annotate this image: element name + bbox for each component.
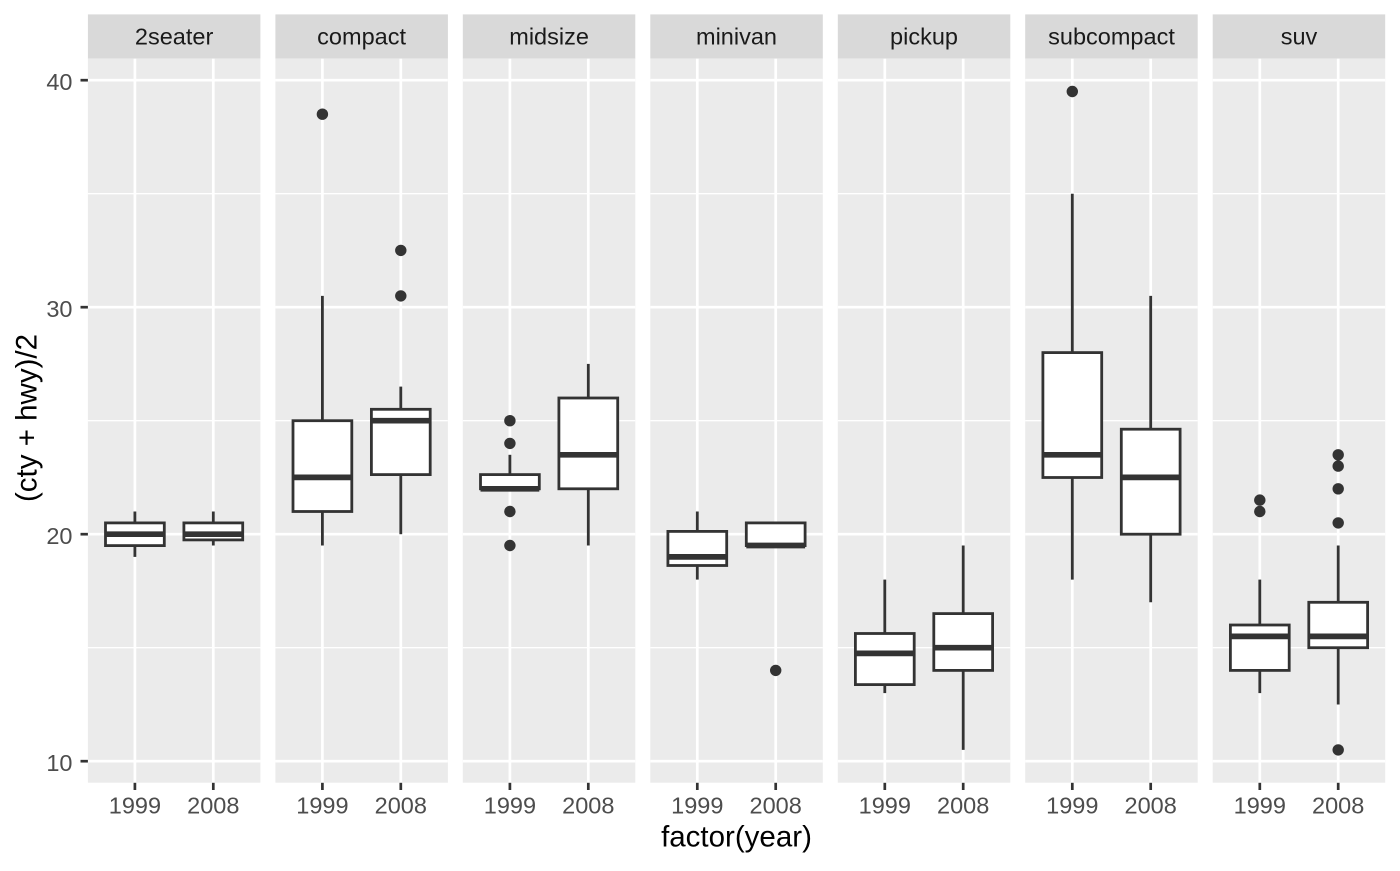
svg-text:1999: 1999 (1046, 793, 1098, 819)
svg-text:30: 30 (46, 296, 72, 322)
svg-text:10: 10 (46, 750, 72, 776)
svg-text:1999: 1999 (296, 793, 348, 819)
svg-text:minivan: minivan (696, 24, 777, 50)
svg-text:midsize: midsize (509, 24, 589, 50)
svg-text:2008: 2008 (187, 793, 239, 819)
svg-text:2seater: 2seater (135, 24, 214, 50)
svg-text:suv: suv (1281, 24, 1318, 50)
svg-text:2008: 2008 (750, 793, 802, 819)
svg-text:2008: 2008 (375, 793, 427, 819)
svg-text:20: 20 (46, 523, 72, 549)
svg-text:1999: 1999 (484, 793, 536, 819)
svg-text:1999: 1999 (859, 793, 911, 819)
svg-text:factor(year): factor(year) (661, 821, 812, 854)
svg-text:2008: 2008 (562, 793, 614, 819)
svg-text:40: 40 (46, 69, 72, 95)
svg-text:1999: 1999 (671, 793, 723, 819)
svg-text:2008: 2008 (1312, 793, 1364, 819)
svg-text:(cty + hwy)/2: (cty + hwy)/2 (11, 334, 44, 502)
svg-text:1999: 1999 (1234, 793, 1286, 819)
svg-text:2008: 2008 (937, 793, 989, 819)
svg-text:pickup: pickup (890, 24, 958, 50)
svg-text:2008: 2008 (1125, 793, 1177, 819)
svg-text:subcompact: subcompact (1048, 24, 1175, 50)
svg-text:1999: 1999 (109, 793, 161, 819)
svg-text:compact: compact (317, 24, 406, 50)
